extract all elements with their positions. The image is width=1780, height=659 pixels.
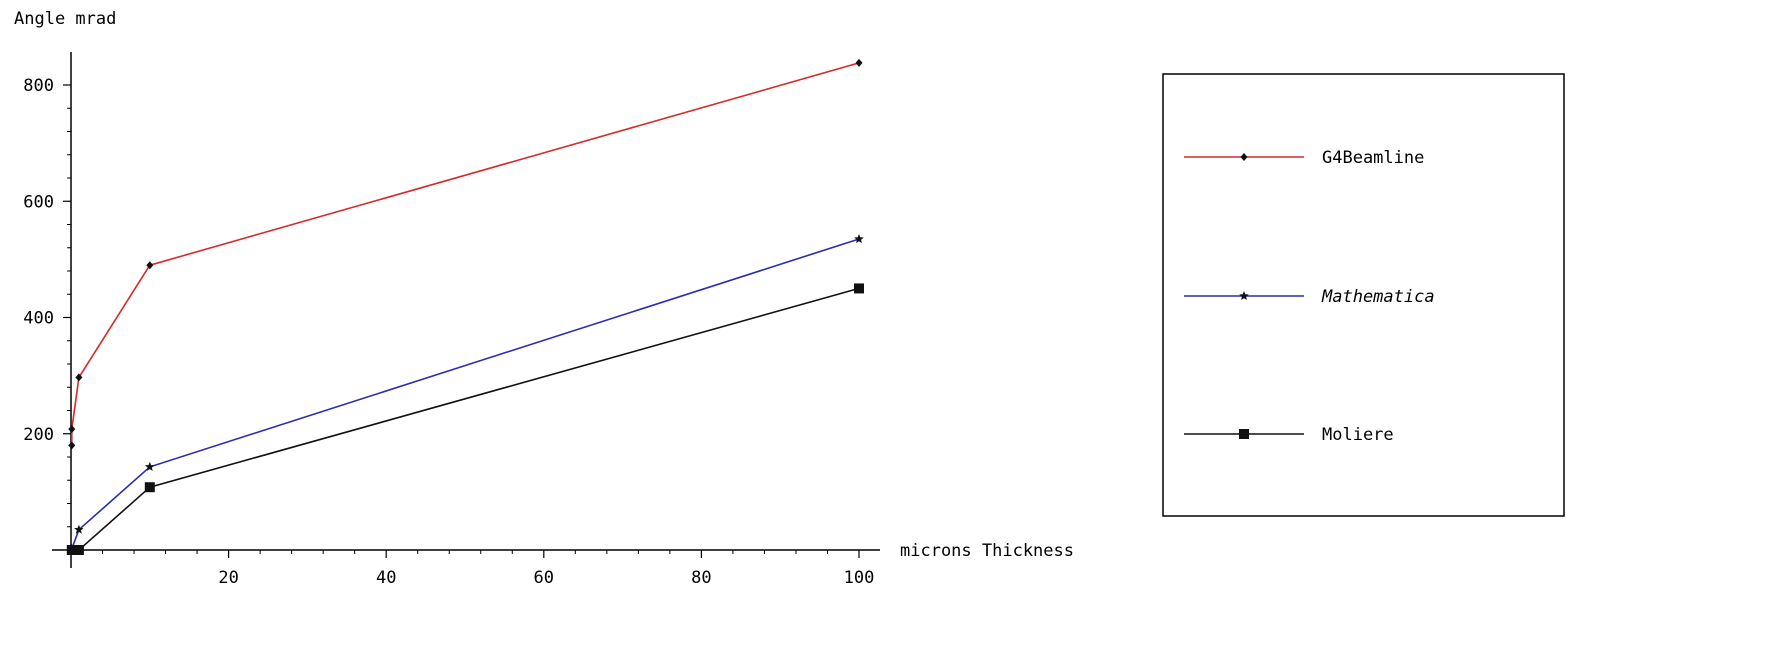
data-point bbox=[144, 482, 155, 493]
x-tick-label: 40 bbox=[376, 568, 396, 588]
series-mathematica bbox=[67, 234, 864, 553]
plot-series bbox=[66, 58, 864, 555]
y-ticks: 200 400 600 800 bbox=[23, 76, 71, 445]
data-point bbox=[66, 545, 77, 555]
data-point bbox=[68, 425, 76, 434]
data-point bbox=[146, 261, 154, 270]
series-line bbox=[71, 287, 860, 551]
y-minor-ticks bbox=[67, 107, 71, 528]
axes: 20 40 60 80 100 200 400 600 800 Angle mrad micr… bbox=[14, 9, 1074, 588]
legend: G4Beamline Mathematica Moliere bbox=[1162, 73, 1565, 517]
y-axis-label: Angle mrad bbox=[14, 9, 116, 29]
x-tick-label: 100 bbox=[844, 568, 875, 588]
legend-box bbox=[1162, 73, 1565, 517]
series-moliere bbox=[66, 283, 864, 555]
data-point bbox=[73, 545, 84, 555]
legend-label: G4Beamline bbox=[1322, 148, 1424, 168]
y-tick-label: 800 bbox=[23, 76, 54, 96]
series-line bbox=[71, 62, 860, 446]
y-tick-label: 200 bbox=[23, 425, 54, 445]
legend-item-g4beamline: G4Beamline bbox=[1184, 148, 1424, 168]
x-axis-label: microns Thickness bbox=[900, 541, 1074, 561]
legend-item-mathematica: Mathematica bbox=[1184, 287, 1435, 307]
series-g4beamline bbox=[68, 58, 863, 450]
y-tick-label: 600 bbox=[23, 192, 54, 212]
data-point bbox=[74, 524, 84, 534]
data-point bbox=[854, 283, 864, 294]
legend-label: Mathematica bbox=[1321, 287, 1435, 307]
y-tick-label: 400 bbox=[23, 309, 54, 329]
legend-label: Moliere bbox=[1322, 425, 1394, 445]
x-tick-label: 20 bbox=[218, 568, 238, 588]
x-ticks: 20 40 60 80 100 bbox=[218, 550, 874, 588]
data-point bbox=[75, 373, 83, 382]
data-point bbox=[68, 441, 76, 450]
data-point bbox=[855, 58, 863, 67]
legend-marker bbox=[1240, 153, 1248, 161]
x-tick-label: 80 bbox=[691, 568, 711, 588]
series-line bbox=[71, 238, 860, 550]
x-minor-ticks bbox=[102, 550, 828, 554]
data-point bbox=[145, 461, 155, 471]
x-tick-label: 60 bbox=[534, 568, 554, 588]
data-point bbox=[854, 234, 864, 244]
legend-marker bbox=[1239, 291, 1249, 300]
legend-item-moliere: Moliere bbox=[1184, 425, 1394, 445]
legend-marker bbox=[1239, 429, 1249, 439]
